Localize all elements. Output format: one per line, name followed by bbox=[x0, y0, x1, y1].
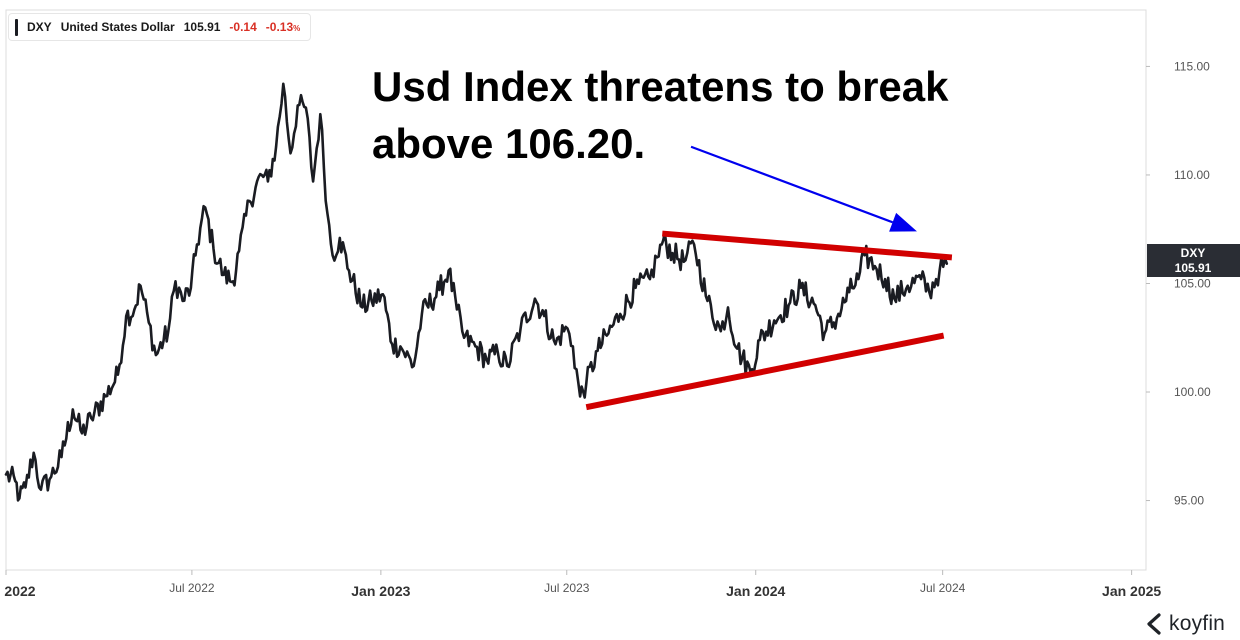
y-tick-label: 115.00 bbox=[1174, 59, 1210, 73]
last-value-badge bbox=[1147, 244, 1240, 277]
x-tick-label: Jan 2025 bbox=[1102, 583, 1161, 599]
legend-symbol: DXY bbox=[27, 20, 52, 34]
plot-frame bbox=[5, 9, 1147, 571]
symbol-legend[interactable]: DXY United States Dollar 105.91 -0.14 -0… bbox=[8, 13, 312, 41]
price-line bbox=[4, 82, 949, 502]
badge-value: 105.91 bbox=[1175, 261, 1212, 275]
annotation-line-1: Usd Index threatens to break bbox=[372, 63, 949, 110]
koyfin-chevron-icon bbox=[1147, 613, 1161, 635]
legend-last-price: 105.91 bbox=[183, 20, 221, 34]
legend-change-percent-value: -0.13 bbox=[265, 20, 294, 34]
x-tick-label: Jul 2024 bbox=[920, 581, 966, 595]
pointer-arrow-head bbox=[889, 212, 917, 232]
series-color-swatch bbox=[15, 18, 18, 36]
support-trendline bbox=[585, 332, 945, 411]
pointer-arrow-shaft bbox=[690, 145, 894, 224]
brand-name: koyfin bbox=[1169, 612, 1226, 635]
legend-change: -0.14 bbox=[229, 20, 257, 34]
y-tick-label: 95.00 bbox=[1174, 494, 1204, 508]
koyfin-logo: koyfin bbox=[1143, 610, 1225, 638]
x-tick-label: Jul 2023 bbox=[544, 581, 590, 595]
y-tick-label: 100.00 bbox=[1174, 385, 1211, 399]
legend-percent-unit: % bbox=[293, 24, 301, 33]
y-tick-label: 110.00 bbox=[1174, 168, 1210, 182]
annotation-line-2: above 106.20. bbox=[372, 120, 646, 167]
legend-name: United States Dollar bbox=[60, 20, 175, 34]
x-tick-label: Jan 2024 bbox=[726, 583, 785, 599]
legend-change-percent: -0.13% bbox=[266, 20, 300, 34]
x-tick-label: Jan 2022 bbox=[0, 583, 36, 599]
y-tick-label: 105.00 bbox=[1174, 276, 1211, 290]
badge-symbol: DXY bbox=[1181, 246, 1206, 260]
x-tick-label: Jul 2022 bbox=[169, 581, 215, 595]
resistance-trendline bbox=[662, 230, 953, 261]
annotation-headline: Usd Index threatens to break above 106.2… bbox=[372, 58, 1072, 172]
x-tick-label: Jan 2023 bbox=[351, 583, 410, 599]
